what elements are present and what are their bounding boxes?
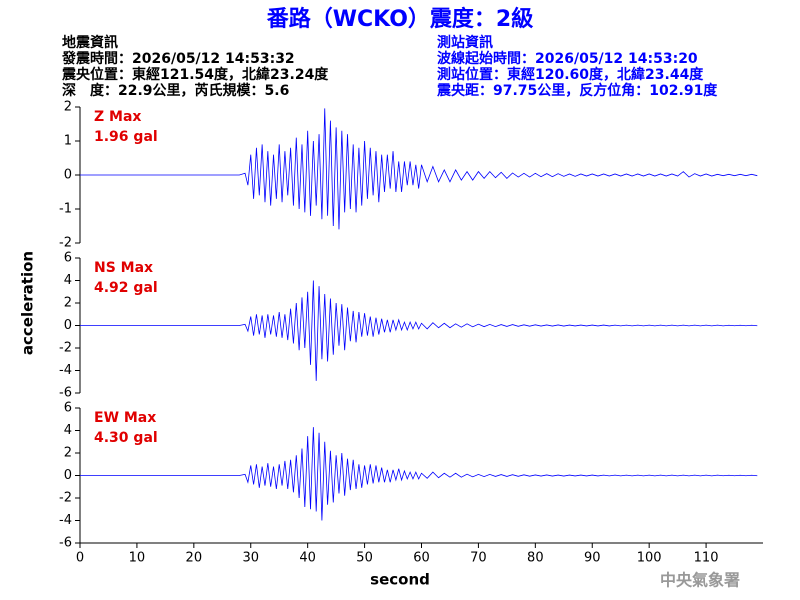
source-label: 中央氣象署 [660,571,740,590]
max-label: NS Max [94,260,153,276]
x-tick-label: 40 [299,551,316,566]
info-left: 震央位置：東經121.54度，北緯23.24度 [61,66,329,83]
waveform [80,427,758,521]
info-right: 震央距：97.75公里，反方位角：102.91度 [436,82,718,99]
max-value: 1.96 gal [94,129,158,145]
y-tick-label: -1 [59,202,72,217]
y-tick-label: -2 [59,341,72,356]
info-right: 測站位置：東經120.60度，北緯23.44度 [437,66,704,83]
x-tick-label: 50 [356,551,373,566]
chart-title: 番路（WCKO）震度：2級 [266,6,533,32]
x-tick-label: 80 [527,551,544,566]
y-tick-label: 1 [64,134,72,149]
waveform [80,280,758,381]
y-tick-label: 0 [64,318,72,333]
info-right: 波線起始時間：2026/05/12 14:53:20 [437,50,698,67]
info-left: 地震資訊 [62,34,118,51]
x-tick-label: 30 [242,551,259,566]
x-axis-label: second [370,571,430,589]
info-left: 深 度：22.9公里，芮氏規模：5.6 [62,82,289,99]
y-tick-label: 6 [64,251,72,266]
x-tick-label: 90 [584,551,601,566]
y-tick-label: -2 [59,491,72,506]
max-value: 4.92 gal [94,280,158,296]
y-tick-label: -6 [59,386,72,401]
info-right: 測站資訊 [437,34,493,51]
x-tick-label: 10 [129,551,146,566]
y-tick-label: 0 [64,168,72,183]
waveform [80,108,758,230]
x-tick-label: 20 [186,551,203,566]
y-axis-label: acceleration [19,251,37,355]
max-value: 4.30 gal [94,430,158,446]
x-tick-label: 100 [637,551,662,566]
y-tick-label: 0 [64,468,72,483]
y-tick-label: 6 [64,401,72,416]
max-label: EW Max [94,410,156,426]
y-tick-label: 2 [64,296,72,311]
y-tick-label: 2 [64,100,72,115]
y-tick-label: -4 [59,513,72,528]
x-tick-label: 60 [413,551,430,566]
info-left: 發震時間：2026/05/12 14:53:32 [61,50,295,67]
max-label: Z Max [94,109,141,125]
x-tick-label: 110 [694,551,719,566]
y-tick-label: 2 [64,446,72,461]
y-tick-label: -6 [59,536,72,551]
y-tick-label: -2 [59,236,72,251]
y-tick-label: 4 [64,273,72,288]
y-tick-label: -4 [59,363,72,378]
y-tick-label: 4 [64,423,72,438]
x-tick-label: 0 [76,551,84,566]
x-tick-label: 70 [470,551,487,566]
